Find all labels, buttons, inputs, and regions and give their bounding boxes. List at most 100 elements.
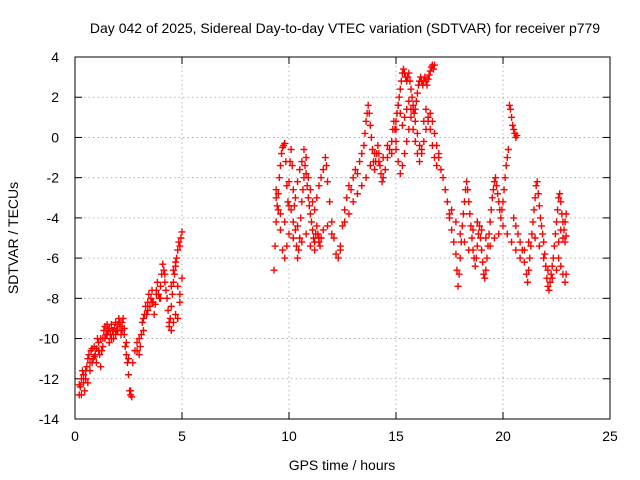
data-point-marker	[489, 186, 497, 194]
data-point-marker	[464, 186, 472, 194]
data-point-marker	[538, 222, 546, 230]
data-point-marker	[553, 266, 560, 274]
data-point-marker	[533, 178, 541, 186]
data-point-marker	[168, 290, 176, 298]
data-point-marker	[107, 335, 115, 343]
data-point-marker	[285, 230, 293, 238]
data-point-marker	[326, 198, 334, 206]
data-point-marker	[379, 174, 387, 182]
data-point-marker	[504, 146, 512, 154]
data-point-marker	[547, 270, 555, 278]
data-point-marker	[478, 226, 486, 234]
data-point-marker	[161, 270, 169, 278]
data-point-marker	[137, 331, 145, 339]
data-point-marker	[429, 65, 437, 73]
data-point-marker	[395, 93, 403, 101]
data-point-marker	[97, 363, 105, 371]
data-point-marker	[366, 162, 374, 170]
data-point-marker	[396, 85, 404, 93]
plot-frame	[74, 56, 611, 420]
data-point-marker	[77, 391, 85, 399]
data-point-marker	[453, 266, 461, 274]
data-point-marker	[143, 310, 151, 318]
data-point-marker	[163, 294, 171, 302]
data-point-marker	[468, 234, 476, 242]
data-point-marker	[401, 113, 409, 121]
data-point-marker	[460, 238, 468, 246]
data-point-marker	[313, 222, 321, 230]
data-point-marker	[167, 327, 175, 335]
data-point-marker	[544, 282, 552, 290]
data-point-marker	[284, 198, 292, 206]
data-point-marker	[404, 73, 412, 81]
data-point-marker	[160, 266, 168, 274]
data-point-marker	[526, 254, 534, 262]
data-point-marker	[121, 343, 129, 351]
data-point-marker	[176, 298, 184, 306]
data-point-marker	[86, 367, 94, 375]
data-point-marker	[431, 129, 439, 137]
data-point-marker	[162, 286, 170, 294]
data-point-marker	[139, 327, 147, 335]
data-point-marker	[178, 274, 186, 282]
data-point-marker	[283, 182, 291, 190]
data-point-marker	[362, 174, 370, 182]
data-point-marker	[553, 218, 560, 226]
data-point-marker	[288, 162, 296, 170]
data-point-marker	[555, 194, 563, 202]
data-point-marker	[490, 178, 498, 186]
data-point-marker	[90, 353, 98, 361]
data-point-marker	[272, 186, 280, 194]
data-point-marker	[544, 266, 552, 274]
data-point-marker	[362, 117, 370, 125]
data-point-marker	[506, 105, 514, 113]
data-point-marker	[495, 230, 503, 238]
data-point-marker	[274, 206, 282, 214]
data-point-marker	[295, 246, 303, 254]
data-point-marker	[119, 314, 127, 322]
data-point-marker	[349, 174, 357, 182]
data-point-marker	[431, 154, 439, 162]
data-point-marker	[299, 186, 307, 194]
data-point-marker	[555, 254, 563, 262]
data-point-marker	[428, 141, 436, 149]
data-point-marker	[107, 320, 115, 328]
data-point-marker	[482, 234, 490, 242]
data-point-marker	[296, 166, 304, 174]
data-point-marker	[479, 258, 487, 266]
data-point-marker	[557, 262, 565, 270]
data-point-marker	[84, 379, 92, 387]
data-point-marker	[328, 230, 336, 238]
data-point-marker	[431, 61, 439, 69]
data-point-marker	[392, 125, 400, 133]
data-point-marker	[304, 174, 312, 182]
data-point-marker	[523, 270, 531, 278]
data-point-marker	[315, 182, 323, 190]
data-point-marker	[133, 347, 141, 355]
data-point-marker	[138, 318, 146, 326]
x-tick-label: 10	[281, 428, 297, 444]
data-point-marker	[408, 93, 416, 101]
data-points	[75, 61, 570, 401]
data-point-marker	[274, 190, 282, 198]
data-point-marker	[407, 85, 415, 93]
data-point-marker	[273, 202, 281, 210]
data-point-marker	[478, 246, 486, 254]
data-point-marker	[302, 230, 310, 238]
data-point-marker	[503, 230, 511, 238]
data-point-marker	[167, 282, 175, 290]
data-point-marker	[285, 202, 293, 210]
data-point-marker	[501, 174, 509, 182]
data-point-marker	[294, 178, 302, 186]
data-point-marker	[487, 206, 495, 214]
data-point-marker	[508, 238, 516, 246]
data-point-marker	[176, 290, 184, 298]
data-point-marker	[281, 254, 289, 262]
data-point-marker	[407, 105, 415, 113]
grid	[75, 57, 610, 419]
data-point-marker	[356, 158, 364, 166]
data-point-marker	[313, 194, 321, 202]
data-point-marker	[276, 162, 284, 170]
data-point-marker	[311, 246, 319, 254]
